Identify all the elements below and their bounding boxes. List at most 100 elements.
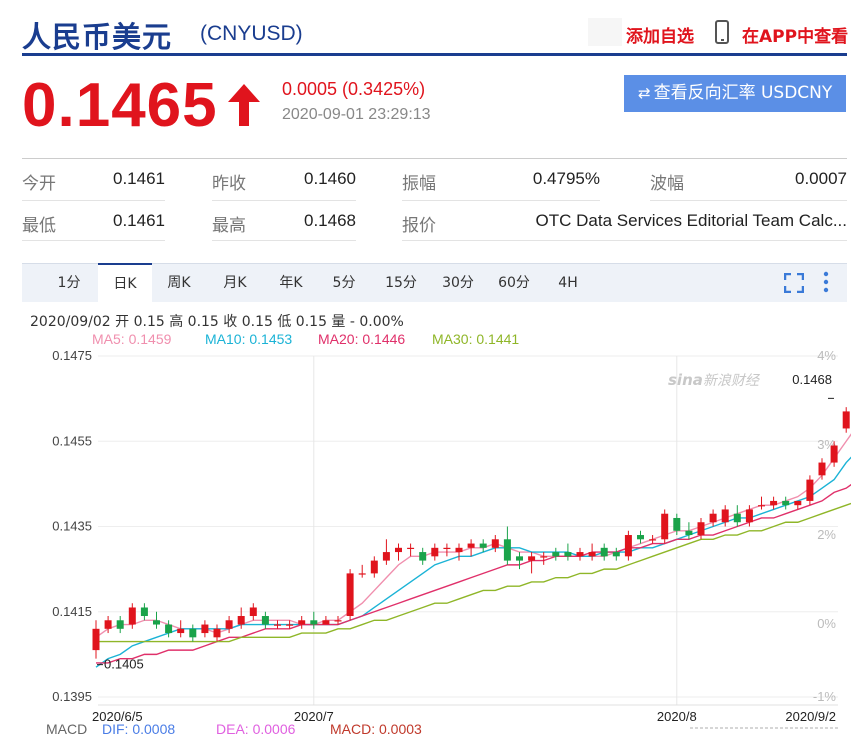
phone-icon (715, 20, 729, 44)
stat-label: 报价 (402, 216, 436, 236)
pct-tick-label: 4% (817, 348, 836, 363)
candle-body (201, 624, 209, 634)
candle-body (733, 513, 741, 523)
stats-divider (22, 158, 847, 159)
stat-label: 波幅 (650, 174, 684, 194)
reverse-rate-button[interactable]: ⇄ 查看反向汇率 USDCNY (624, 75, 846, 112)
period-tabs: 1分 日K 周K 月K 年K 5分 15分 30分 60分 4H (22, 263, 847, 304)
ma20-line (96, 483, 851, 664)
tab-0[interactable]: 1分 (57, 275, 81, 291)
stats-row-divider (402, 200, 600, 201)
candle-body (818, 462, 826, 476)
candle-body (261, 616, 269, 625)
pct-tick-label: -1% (813, 689, 837, 704)
ma-legend-item: MA20: 0.1446 (318, 331, 406, 347)
candle-body (552, 552, 560, 557)
candle-body (370, 560, 378, 574)
view-in-app-button[interactable]: 在APP中查看 (742, 27, 849, 47)
candle-body (842, 411, 850, 429)
tab-1[interactable]: 日K (98, 263, 152, 304)
candle-body (503, 539, 511, 561)
ma10-line (95, 456, 851, 668)
candle-body (721, 509, 729, 523)
candle-body (249, 607, 257, 617)
candle-body (782, 500, 790, 506)
candle-body (213, 628, 221, 638)
candle-body (140, 607, 148, 617)
tab-8[interactable]: 60分 (498, 275, 530, 291)
candle-body (745, 509, 753, 523)
fullscreen-icon[interactable] (783, 272, 805, 298)
kline-chart[interactable]: 0.14750.14550.14350.14150.13954%3%2%0%-1… (0, 340, 851, 736)
candle-body (649, 539, 657, 541)
stat-value: 0.1460 (304, 169, 356, 188)
macd-legend-item: DEA: 0.0006 (216, 721, 296, 737)
candle-body (177, 628, 185, 634)
candle-body (395, 547, 402, 553)
candle-body (637, 535, 644, 540)
candle-body (104, 620, 112, 629)
y-tick-label: 0.1415 (52, 604, 92, 619)
candle-body (697, 522, 705, 536)
candle-body (92, 628, 100, 651)
stats-row-divider (650, 200, 847, 201)
tab-2[interactable]: 周K (167, 275, 191, 291)
candle-body (310, 620, 318, 625)
tab-4[interactable]: 年K (279, 275, 303, 291)
candle-body (709, 513, 717, 523)
more-icon[interactable] (822, 271, 830, 298)
stat-value: OTC Data Services Editorial Team Calc... (535, 211, 847, 230)
candle-body (600, 547, 608, 557)
pct-tick-label: 2% (817, 527, 836, 542)
header-divider (22, 53, 847, 56)
candle-body (407, 547, 415, 550)
candle-body (467, 543, 475, 548)
x-tick-label: 2020/8 (657, 709, 697, 724)
candle-body (588, 552, 596, 557)
low-label: 0.1405 (104, 657, 144, 672)
candle-body (358, 573, 366, 575)
stat-label: 最低 (22, 216, 56, 236)
stat-value: 0.1461 (113, 211, 165, 230)
stat-label: 振幅 (402, 174, 436, 194)
candle-body (612, 552, 620, 557)
candle-body (431, 547, 439, 557)
add-favorite-button[interactable]: 添加自选 (626, 27, 694, 47)
high-label: 0.1468 (792, 372, 832, 387)
candle-body (540, 556, 548, 558)
candle-body (528, 556, 536, 561)
tab-3[interactable]: 月K (223, 275, 247, 291)
candle-body (576, 552, 584, 557)
tab-6[interactable]: 15分 (385, 275, 417, 291)
x-tick-label: 2020/6/5 (92, 709, 143, 724)
ma5-line (95, 433, 851, 638)
candle-body (479, 543, 487, 548)
candle-body (491, 539, 499, 548)
price-change: 0.0005 (0.3425%) (282, 79, 426, 99)
candle-body (624, 535, 632, 557)
sina-watermark: sina新浪财经 (668, 370, 759, 390)
watermark-text: 新浪财经 (702, 373, 759, 389)
candle-body (346, 573, 354, 617)
y-tick-label: 0.1455 (52, 433, 92, 448)
tab-7[interactable]: 30分 (442, 275, 474, 291)
candle-body (661, 513, 669, 540)
stats-row-divider (22, 200, 165, 201)
reverse-rate-label: 查看反向汇率 USDCNY (653, 83, 833, 103)
candle-body (298, 620, 306, 625)
currency-code: (CNYUSD) (200, 22, 303, 45)
macd-legend-item: MACD (46, 721, 88, 737)
stat-value: 0.0007 (795, 169, 847, 188)
x-tick-label: 2020/9/2 (785, 709, 836, 724)
favorite-icon-area (588, 18, 622, 46)
candle-body (322, 620, 330, 625)
stat-label: 最高 (212, 216, 246, 236)
quote-datetime: 2020-09-01 23:29:13 (282, 106, 431, 123)
ma-legend-item: MA5: 0.1459 (92, 331, 172, 347)
candle-body (225, 620, 233, 629)
tab-5[interactable]: 5分 (332, 275, 356, 291)
tab-9[interactable]: 4H (558, 275, 578, 291)
candle-body (794, 500, 802, 506)
candle-body (806, 479, 814, 501)
ma-legend-item: MA10: 0.1453 (205, 331, 293, 347)
